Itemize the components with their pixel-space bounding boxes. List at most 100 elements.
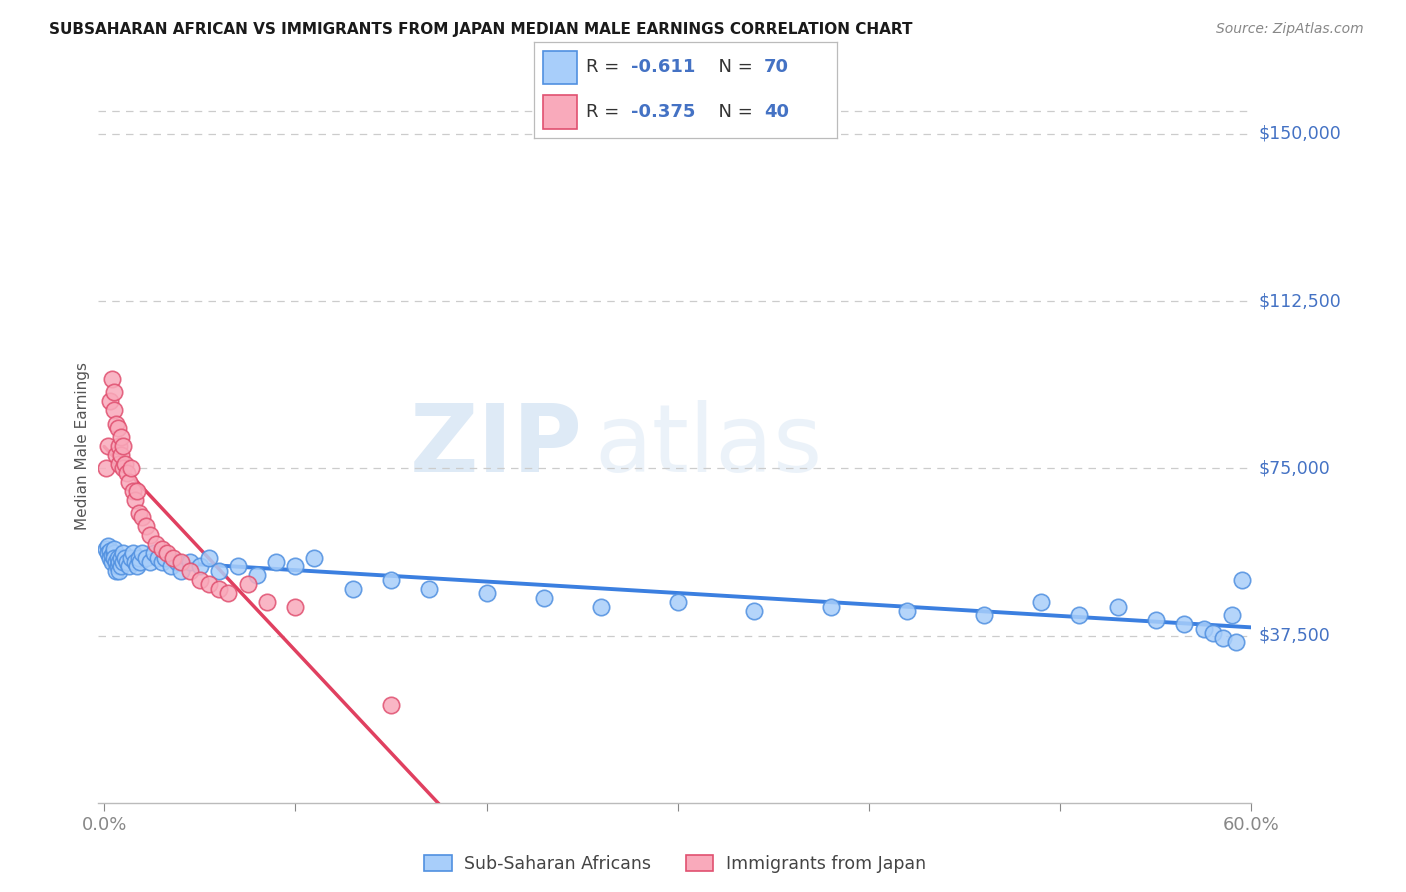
Point xyxy=(1220,608,1243,623)
Point xyxy=(475,586,498,600)
Point xyxy=(188,559,211,574)
Point xyxy=(284,559,307,574)
Text: SUBSAHARAN AFRICAN VS IMMIGRANTS FROM JAPAN MEDIAN MALE EARNINGS CORRELATION CHA: SUBSAHARAN AFRICAN VS IMMIGRANTS FROM JA… xyxy=(49,22,912,37)
Y-axis label: Median Male Earnings: Median Male Earnings xyxy=(75,362,90,530)
Point xyxy=(101,555,124,569)
Point xyxy=(124,492,146,507)
Point xyxy=(1069,608,1091,623)
Point xyxy=(156,546,179,560)
Point xyxy=(118,475,141,489)
Point xyxy=(110,448,132,462)
Point xyxy=(103,385,125,400)
Point xyxy=(188,573,211,587)
Point xyxy=(124,555,146,569)
Point xyxy=(128,550,150,565)
Point xyxy=(1212,631,1234,645)
Point xyxy=(160,559,183,574)
Point xyxy=(129,555,152,569)
Point xyxy=(107,559,129,574)
Point xyxy=(236,577,259,591)
Point xyxy=(97,439,120,453)
Text: N =: N = xyxy=(707,103,758,120)
Point xyxy=(121,546,143,560)
Point xyxy=(208,582,231,596)
Point xyxy=(108,457,131,471)
Point xyxy=(107,550,129,565)
Text: 70: 70 xyxy=(763,59,789,77)
Point xyxy=(103,541,125,556)
Legend: Sub-Saharan Africans, Immigrants from Japan: Sub-Saharan Africans, Immigrants from Ja… xyxy=(418,847,932,880)
Point xyxy=(284,599,307,614)
Point xyxy=(125,559,148,574)
Point xyxy=(110,559,132,574)
Point xyxy=(97,539,120,553)
Point xyxy=(115,555,138,569)
Point xyxy=(98,543,121,558)
Point xyxy=(108,564,131,578)
Point xyxy=(110,550,132,565)
Point xyxy=(103,546,125,560)
Point xyxy=(226,559,249,574)
Point xyxy=(104,564,127,578)
Point xyxy=(820,599,842,614)
Point xyxy=(973,608,995,623)
Point xyxy=(1230,573,1253,587)
Point xyxy=(118,559,141,574)
Point xyxy=(104,555,127,569)
Point xyxy=(145,537,167,551)
Bar xyxy=(543,51,576,85)
Point xyxy=(198,577,221,591)
Point xyxy=(742,604,765,618)
Text: -0.375: -0.375 xyxy=(631,103,696,120)
Point xyxy=(208,564,231,578)
Text: $150,000: $150,000 xyxy=(1258,125,1341,143)
Point xyxy=(155,550,177,565)
Point xyxy=(114,457,136,471)
Point xyxy=(198,550,221,565)
Text: atlas: atlas xyxy=(595,400,823,492)
Point xyxy=(896,604,918,618)
Point xyxy=(101,548,124,563)
Point xyxy=(94,461,117,475)
Text: N =: N = xyxy=(707,59,758,77)
Point xyxy=(94,541,117,556)
Point xyxy=(125,483,148,498)
Point xyxy=(128,506,150,520)
Point xyxy=(101,372,124,386)
Point xyxy=(162,550,184,565)
Point xyxy=(1029,595,1052,609)
Point xyxy=(146,550,169,565)
Point xyxy=(256,595,278,609)
Point xyxy=(104,417,127,431)
Point xyxy=(139,555,162,569)
Point xyxy=(98,550,121,565)
Point xyxy=(112,546,135,560)
Text: -0.611: -0.611 xyxy=(631,59,696,77)
Point xyxy=(166,555,188,569)
Point xyxy=(418,582,440,596)
Point xyxy=(108,439,131,453)
Point xyxy=(97,546,120,560)
Point xyxy=(169,555,191,569)
Text: Source: ZipAtlas.com: Source: ZipAtlas.com xyxy=(1216,22,1364,37)
Point xyxy=(110,430,132,444)
Point xyxy=(135,550,157,565)
Text: R =: R = xyxy=(586,59,630,77)
Point xyxy=(112,461,135,475)
Point xyxy=(1225,635,1247,649)
Point xyxy=(1144,613,1167,627)
Point xyxy=(304,550,326,565)
Point xyxy=(120,461,142,475)
Point xyxy=(179,555,201,569)
Point xyxy=(139,528,162,542)
Point xyxy=(264,555,287,569)
Point xyxy=(150,541,173,556)
Point xyxy=(103,550,125,565)
Point xyxy=(1192,622,1215,636)
Text: $75,000: $75,000 xyxy=(1258,459,1330,477)
Point xyxy=(217,586,239,600)
Point xyxy=(1202,626,1225,640)
Point xyxy=(1107,599,1129,614)
Point xyxy=(112,555,135,569)
Point xyxy=(108,555,131,569)
